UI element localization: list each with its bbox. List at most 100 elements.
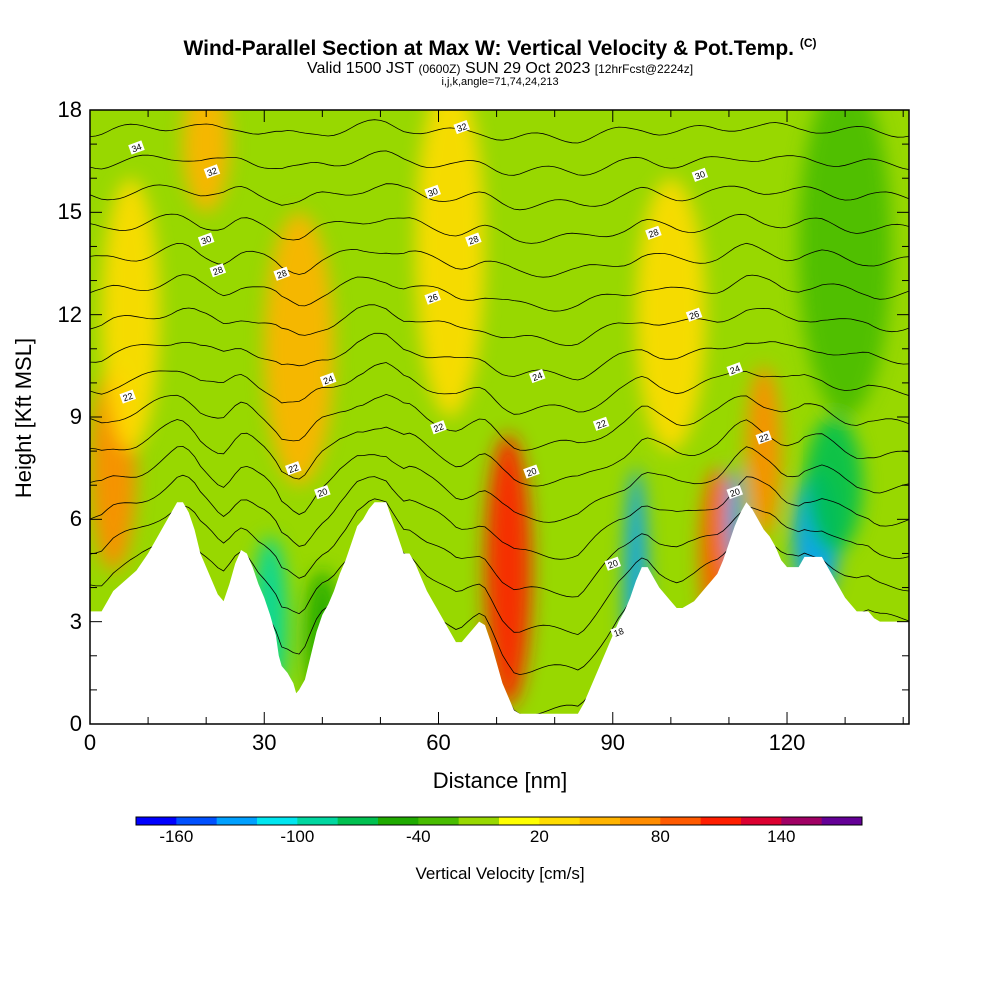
isentrope-label-text: 30: [200, 234, 213, 247]
y-tick-label: 6: [69, 506, 82, 532]
isentrope-label-bg: [691, 167, 709, 182]
isentrope-label-bg: [424, 184, 441, 199]
colorbar-swatch: [741, 817, 782, 825]
colorbar-swatch: [136, 817, 177, 825]
y-axis-label: Height [Kft MSL]: [11, 337, 36, 499]
colorbar-swatch: [781, 817, 823, 825]
isentrope-label: 22: [285, 461, 302, 476]
isentrope-label: 30: [424, 184, 441, 199]
isentrope-label-bg: [592, 416, 610, 431]
colorbar-swatch: [418, 817, 460, 825]
isentrope-label-bg: [610, 624, 627, 639]
colorbar-swatch: [499, 817, 540, 825]
x-tick-label: 90: [600, 730, 626, 755]
isentrope-label-text: 28: [647, 227, 660, 240]
colorbar-swatch: [620, 817, 661, 825]
chart-subtitle: Valid 1500 JST (0600Z) SUN 29 Oct 2023 […: [306, 60, 694, 77]
isentrope-label-bg: [685, 307, 703, 322]
velocity-cell: [415, 110, 485, 417]
isentrope-label-bg: [285, 461, 302, 476]
isentrope-label-bg: [203, 164, 221, 179]
isentrope-label-bg: [119, 389, 137, 404]
colorbar-swatch: [700, 817, 742, 825]
isentrope-line: [90, 242, 909, 278]
isentrope-label-text: 20: [525, 466, 538, 479]
isentrope-label-text: 30: [426, 186, 439, 199]
isentrope-label-text: 24: [322, 374, 335, 387]
isentrope-label-text: 22: [122, 391, 135, 404]
isentrope-line: [90, 150, 909, 176]
isentrope-label: 28: [465, 232, 482, 247]
isentrope-line: [90, 213, 909, 244]
isentrope-label-text: 20: [728, 486, 741, 499]
isentrope-line: [90, 332, 909, 381]
colorbar-tick-label: -160: [159, 827, 194, 846]
isentrope-label-text: 20: [316, 486, 329, 499]
isentrope-label: 24: [528, 368, 546, 384]
isentrope-label: 22: [119, 389, 137, 404]
isentrope-label-text: 32: [206, 165, 219, 178]
isentrope-label: 20: [523, 464, 540, 479]
isentrope-label-text: 22: [758, 432, 771, 445]
colorbar-frame: [135, 816, 863, 826]
colorbar-tick-label: 80: [650, 827, 670, 846]
isentrope-line: [90, 393, 909, 451]
isentrope-label: 32: [453, 119, 471, 135]
isentrope-line: [90, 183, 909, 211]
isentrope-label-bg: [523, 464, 540, 479]
y-tick-label: 0: [69, 711, 82, 736]
colorbar-swatch: [257, 817, 298, 825]
x-axis-label: Distance [nm]: [432, 768, 568, 793]
colorbar-swatch: [821, 817, 863, 825]
terrain-mask: [90, 502, 909, 724]
y-tick-label: 9: [69, 404, 82, 429]
isentrope-label-text: 26: [426, 292, 439, 305]
isentrope-line: [90, 304, 909, 346]
isentrope-label-text: 22: [287, 462, 300, 475]
isentrope-label: 24: [726, 362, 744, 377]
isentrope-labels: 34 32 30 28 28 24 22 22 20 22 26 30 28 32 24 20 22 20 18 28…: [119, 119, 773, 639]
isentrope-line: [90, 419, 909, 487]
isentrope-label: 18: [610, 624, 627, 639]
isentrope-label-text: 24: [728, 363, 741, 376]
isentrope-label-bg: [424, 290, 441, 305]
isentrope-line: [90, 445, 909, 523]
isentrope-label: 34: [128, 140, 145, 155]
isentrope-label-bg: [726, 362, 744, 377]
isentrope-label-bg: [465, 232, 482, 247]
isentrope-label-bg: [645, 225, 662, 240]
colorbar-swatch: [579, 817, 621, 825]
isentrope-label-text: 30: [694, 169, 707, 182]
isentrope-label: 22: [755, 430, 773, 445]
isentrope-label: 26: [424, 290, 441, 305]
colorbar: [135, 816, 863, 826]
isentrope-label: 26: [685, 307, 703, 322]
colorbar-tick-label: -100: [280, 827, 315, 846]
y-tick-label: 3: [69, 608, 82, 634]
colorbar-swatch: [539, 817, 581, 825]
isentrope-label-text: 22: [595, 418, 608, 431]
colorbar-tick-label: 140: [767, 827, 796, 846]
x-tick-label: 120: [768, 730, 806, 755]
isentrope-label-text: 28: [467, 234, 480, 247]
isentrope-line: [90, 362, 909, 415]
isentrope-label-bg: [430, 420, 447, 435]
isentrope-line: [90, 498, 909, 598]
colorbar-tick-label: -40: [406, 827, 431, 846]
isentrope-label-bg: [197, 232, 215, 247]
isentrope-label: 20: [726, 484, 744, 500]
colorbar-swatch: [216, 817, 258, 825]
isentrope-label-bg: [528, 368, 546, 384]
isentrope-label: 28: [645, 225, 662, 240]
colorbar-tick-label: 20: [529, 827, 549, 846]
isentrope-label-text: 20: [607, 558, 620, 571]
x-tick-label: 30: [252, 730, 277, 755]
x-tick-label: 0: [83, 730, 97, 755]
isentrope-label: 30: [197, 232, 215, 247]
isentrope-label-bg: [604, 556, 622, 571]
colorbar-swatch: [378, 817, 419, 825]
isentrope-label-bg: [209, 263, 227, 278]
isentrope-label-text: 32: [455, 121, 468, 134]
isentrope-label-text: 26: [688, 309, 701, 322]
